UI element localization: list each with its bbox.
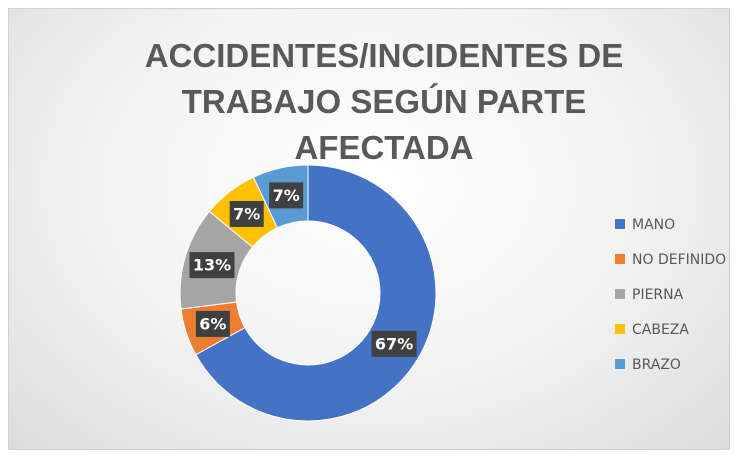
data-label: 7% — [233, 204, 260, 223]
legend-label: CABEZA — [632, 322, 689, 338]
legend-swatch — [615, 359, 625, 369]
legend-label: PIERNA — [632, 287, 684, 303]
data-label: 6% — [199, 314, 226, 333]
data-label-box — [195, 310, 230, 337]
data-label-box — [189, 252, 235, 279]
data-label-box — [371, 330, 417, 357]
legend-label: BRAZO — [632, 357, 681, 373]
data-label: 67% — [375, 334, 413, 353]
data-label-box — [269, 182, 304, 209]
legend-swatch — [615, 219, 625, 229]
data-label: 13% — [193, 256, 231, 275]
legend-label: NO DEFINIDO — [632, 252, 726, 268]
legend-swatch — [615, 324, 625, 334]
legend-swatch — [615, 254, 625, 264]
chart-title: ACCIDENTES/INCIDENTES DE TRABAJO SEGÚN P… — [144, 37, 624, 166]
data-label-box — [229, 200, 264, 227]
data-label: 7% — [273, 186, 300, 205]
legend-swatch — [615, 289, 625, 299]
donut-slice — [195, 164, 437, 422]
legend-label: MANO — [632, 217, 675, 233]
